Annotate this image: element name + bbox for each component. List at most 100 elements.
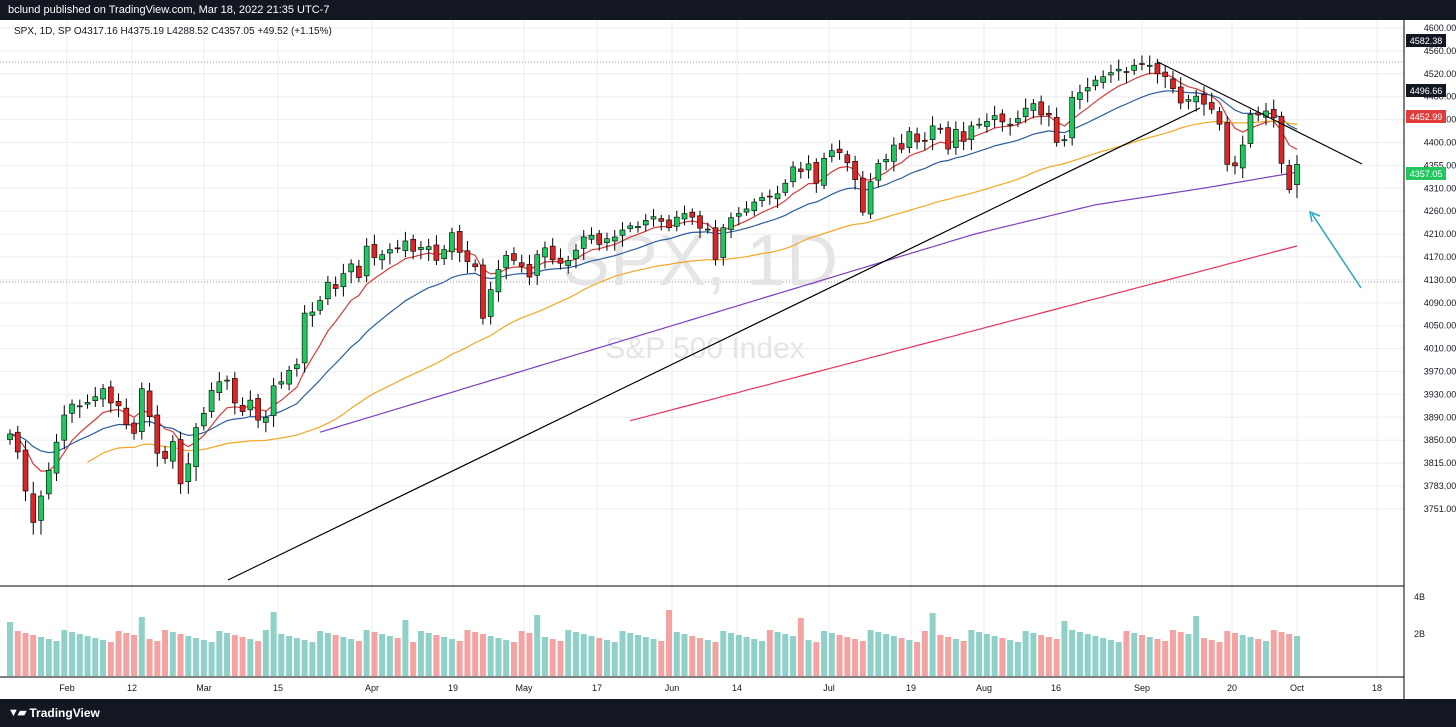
candle-body [115, 400, 122, 407]
volume-bar [363, 630, 370, 676]
volume-bar [588, 636, 595, 676]
volume-bar [239, 637, 246, 676]
volume-bar [270, 612, 277, 676]
volume-bar [890, 636, 897, 676]
downtrend-line [1157, 61, 1363, 165]
volume-bar [565, 630, 572, 676]
candle-body [348, 263, 354, 273]
candle-body [658, 218, 665, 222]
volume-bar [1154, 639, 1161, 676]
candle-body [929, 125, 936, 140]
candle-body [495, 269, 502, 293]
volume-bar [394, 638, 401, 676]
publish-header: bclund published on TradingView.com, Mar… [0, 0, 1456, 20]
volume-bar [53, 641, 60, 676]
candle-body [573, 249, 579, 260]
volume-bar [906, 640, 913, 676]
candle-body [906, 131, 913, 148]
price-label-bg [1406, 34, 1446, 47]
volume-bar [534, 615, 541, 676]
volume-bar [247, 639, 254, 676]
candle-body [860, 177, 866, 213]
volume-bar [1030, 633, 1037, 676]
volume-bar [1169, 630, 1176, 676]
candle-body [394, 247, 401, 250]
volume-bar [821, 631, 828, 676]
candle-body [526, 264, 533, 278]
candle-body [642, 220, 649, 226]
candle-body [22, 449, 29, 492]
volume-bar [1162, 641, 1169, 676]
volume-bar [154, 641, 161, 676]
candle-body [425, 246, 432, 250]
volume-bar [759, 641, 766, 676]
price-tick-label: 4355.00 [1424, 160, 1456, 170]
volume-bar [1092, 636, 1099, 676]
volume-bar [867, 630, 874, 676]
volume-bar [487, 636, 494, 676]
volume-bar [1138, 635, 1145, 676]
candle-body [441, 249, 447, 260]
price-tick-label: 4010.00 [1424, 344, 1456, 354]
candle-body [255, 398, 261, 421]
candle-body [704, 228, 711, 231]
volume-bar [1100, 638, 1107, 676]
candle-body [1286, 165, 1293, 190]
volume-bar [1107, 640, 1114, 676]
volume-bar [945, 637, 952, 676]
volume-bar [875, 632, 882, 676]
candle-body [340, 273, 347, 288]
price-label: 4357.05 [1410, 169, 1443, 179]
time-tick-label: 16 [1051, 683, 1061, 693]
time-tick-label: Jul [823, 683, 835, 693]
candle-body [38, 495, 44, 521]
time-tick-label: Mar [196, 683, 212, 693]
volume-bar [1076, 632, 1083, 676]
candle-body [270, 385, 277, 416]
volume-bar [448, 639, 455, 676]
candle-body [867, 181, 874, 215]
candle-body [883, 158, 889, 163]
candle-body [232, 378, 238, 404]
candle-body [402, 240, 409, 252]
volume-bar [208, 642, 215, 676]
price-tick-label: 4170.00 [1424, 252, 1456, 262]
candle-body [1162, 71, 1168, 77]
annotation-arrow [1311, 213, 1362, 289]
volume-bar [7, 622, 13, 676]
candle-body [208, 390, 215, 412]
volume-bar [619, 631, 626, 676]
candle-body [1193, 95, 1200, 103]
candle-body [759, 197, 765, 201]
volume-bar [704, 640, 711, 676]
candle-body [123, 407, 130, 426]
volume-bar [766, 630, 773, 676]
candle-body [309, 311, 316, 316]
volume-bar [224, 633, 231, 676]
time-tick-label: 19 [448, 683, 458, 693]
candle-body [1030, 103, 1037, 111]
time-tick-label: 14 [732, 683, 742, 693]
volume-bar [828, 633, 835, 676]
candle-body [580, 236, 587, 249]
volume-bar [1069, 630, 1076, 676]
time-tick-label: 15 [273, 683, 283, 693]
candle-body [875, 163, 882, 181]
price-chart[interactable]: SPX, 1D S&P 500 Index 4600.004560.004520… [0, 20, 1456, 699]
candle-body [100, 388, 106, 400]
volume-bar [914, 642, 921, 676]
candle-body [1046, 113, 1052, 116]
volume-bar [340, 637, 347, 676]
candle-body [1084, 87, 1091, 92]
candle-body [371, 244, 378, 258]
ma-100-line [319, 171, 1298, 433]
candle-body [139, 388, 145, 432]
volume-bar [1255, 639, 1262, 676]
volume-bar [689, 636, 696, 676]
candle-body [743, 208, 750, 213]
volume-bar [1007, 640, 1014, 676]
uptrend-line [227, 107, 1201, 581]
volume-bar [309, 642, 316, 676]
candle-body [356, 265, 362, 278]
candle-body [712, 227, 719, 260]
